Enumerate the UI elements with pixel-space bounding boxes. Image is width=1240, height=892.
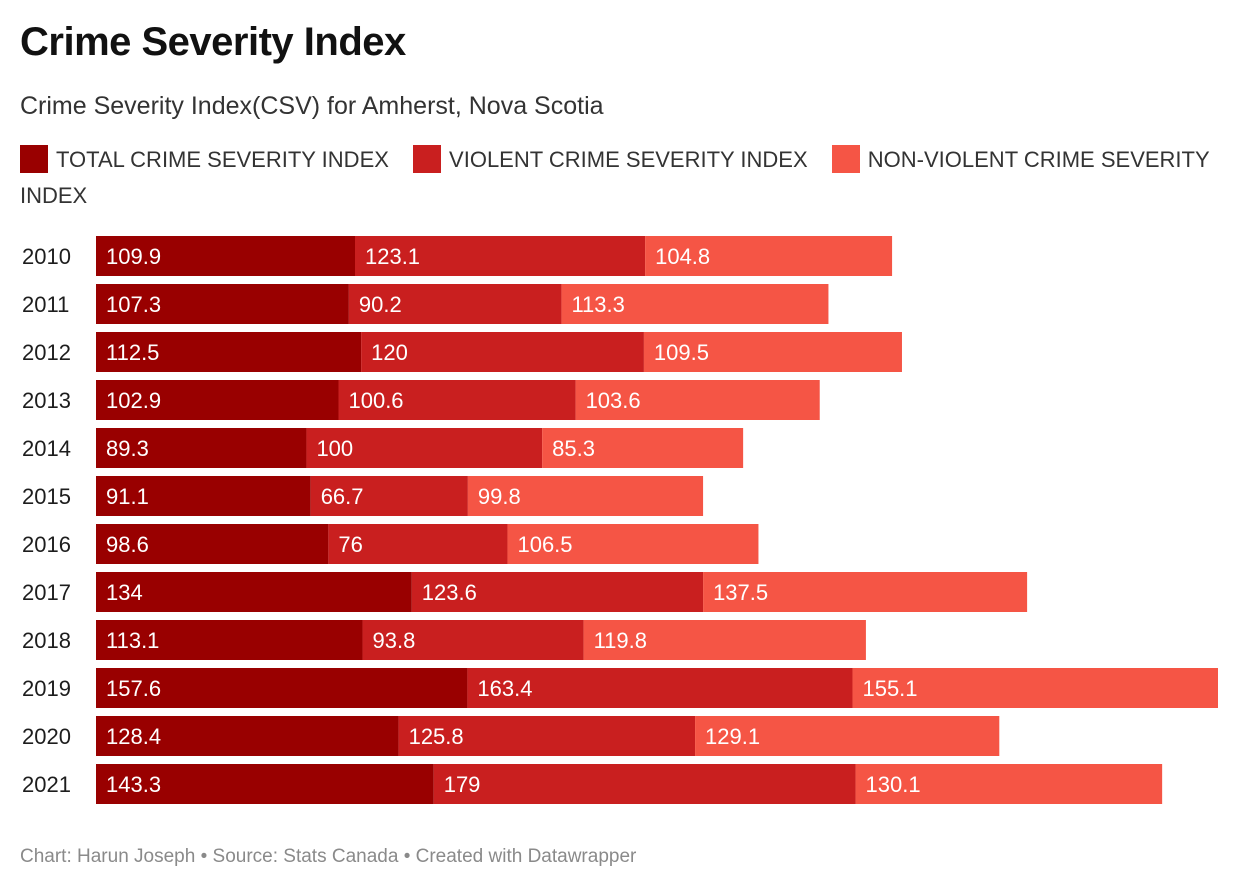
bar-segment (96, 572, 412, 612)
bar-segment (583, 620, 866, 660)
category-label: 2019 (22, 676, 71, 701)
data-label: 112.5 (106, 340, 159, 365)
data-label: 155.1 (862, 676, 917, 701)
bar-segment (695, 716, 1000, 756)
bar-segment (467, 668, 853, 708)
data-label: 66.7 (321, 484, 364, 509)
data-label: 91.1 (106, 484, 149, 509)
category-label: 2016 (22, 532, 71, 557)
data-label: 90.2 (359, 292, 402, 317)
data-label: 104.8 (655, 244, 710, 269)
data-label: 134 (106, 580, 143, 605)
data-label: 100.6 (348, 388, 403, 413)
legend-label-total: TOTAL CRIME SEVERITY INDEX (56, 147, 389, 172)
data-label: 93.8 (373, 628, 416, 653)
chart-footer: Chart: Harun Joseph • Source: Stats Cana… (20, 846, 637, 867)
data-label: 113.3 (571, 292, 624, 317)
category-label: 2015 (22, 484, 71, 509)
bar-segment (703, 572, 1028, 612)
data-label: 157.6 (106, 676, 161, 701)
data-label: 109.5 (654, 340, 709, 365)
bar-segment (852, 668, 1218, 708)
bar-segment (310, 476, 468, 516)
legend-label-violent: VIOLENT CRIME SEVERITY INDEX (449, 147, 808, 172)
category-label: 2012 (22, 340, 71, 365)
legend-swatch-total (20, 145, 48, 173)
category-label: 2014 (22, 436, 71, 461)
bar-segment (96, 620, 363, 660)
data-label: 123.6 (422, 580, 477, 605)
bar-segment (96, 284, 349, 324)
bar-segment (354, 236, 646, 276)
data-label: 89.3 (106, 436, 149, 461)
data-label: 107.3 (106, 292, 161, 317)
bar-segment (96, 524, 329, 564)
bar-segment (507, 524, 759, 564)
category-label: 2013 (22, 388, 71, 413)
data-label: 85.3 (552, 436, 595, 461)
bar-segment (575, 380, 820, 420)
legend-item-total: TOTAL CRIME SEVERITY INDEX (20, 145, 389, 173)
data-label: 179 (444, 772, 481, 797)
data-label: 143.3 (106, 772, 161, 797)
bar-segment (433, 764, 856, 804)
data-label: 123.1 (365, 244, 420, 269)
bar-segment (398, 716, 696, 756)
data-label: 99.8 (478, 484, 521, 509)
bar-segment (306, 428, 543, 468)
bar-segment (361, 332, 644, 372)
bar-segment (855, 764, 1163, 804)
bar-segment (96, 332, 362, 372)
bar-segment (467, 476, 704, 516)
bar-segment (643, 332, 902, 372)
legend-swatch-non-violent (831, 145, 860, 173)
category-label: 2018 (22, 628, 71, 653)
data-label: 163.4 (477, 676, 532, 701)
bar-segment (96, 380, 339, 420)
legend-item-non-violent: NON-VIOLENT CRIME SEVERITY INDEX (20, 145, 1210, 208)
data-label: 137.5 (713, 580, 768, 605)
legend: TOTAL CRIME SEVERITY INDEX VIOLENT CRIME… (20, 142, 1220, 214)
category-label: 2017 (22, 580, 71, 605)
data-label: 76 (338, 532, 362, 557)
data-label: 119.8 (594, 628, 647, 653)
data-label: 103.6 (586, 388, 641, 413)
bar-segment (645, 236, 893, 276)
bar-segment (96, 428, 307, 468)
data-label: 125.8 (409, 724, 464, 749)
legend-swatch-violent (413, 145, 442, 173)
category-label: 2020 (22, 724, 71, 749)
category-label: 2011 (22, 292, 69, 317)
bar-segment (561, 284, 829, 324)
data-label: 129.1 (705, 724, 760, 749)
bar-segment (96, 716, 399, 756)
data-label: 128.4 (106, 724, 161, 749)
data-label: 100 (316, 436, 353, 461)
chart-subtitle: Crime Severity Index(CSV) for Amherst, N… (20, 92, 604, 120)
category-label: 2010 (22, 244, 71, 269)
bar-segment (348, 284, 562, 324)
bar-segment (328, 524, 508, 564)
bar-segment (362, 620, 584, 660)
bar-segment (542, 428, 744, 468)
data-label: 102.9 (106, 388, 161, 413)
data-label: 109.9 (106, 244, 161, 269)
legend-label-non-violent: NON-VIOLENT CRIME SEVERITY INDEX (20, 147, 1210, 208)
bar-segment (96, 476, 311, 516)
chart-title: Crime Severity Index (20, 20, 406, 64)
data-label: 130.1 (866, 772, 921, 797)
bar-segment (338, 380, 576, 420)
data-label: 98.6 (106, 532, 149, 557)
data-label: 113.1 (106, 628, 159, 653)
bar-segment (96, 668, 468, 708)
bar-segment (411, 572, 704, 612)
bar-segment (96, 236, 355, 276)
data-label: 120 (371, 340, 408, 365)
category-label: 2021 (22, 772, 71, 797)
bar-segment (96, 764, 434, 804)
data-label: 106.5 (517, 532, 572, 557)
legend-item-violent: VIOLENT CRIME SEVERITY INDEX (413, 145, 808, 173)
